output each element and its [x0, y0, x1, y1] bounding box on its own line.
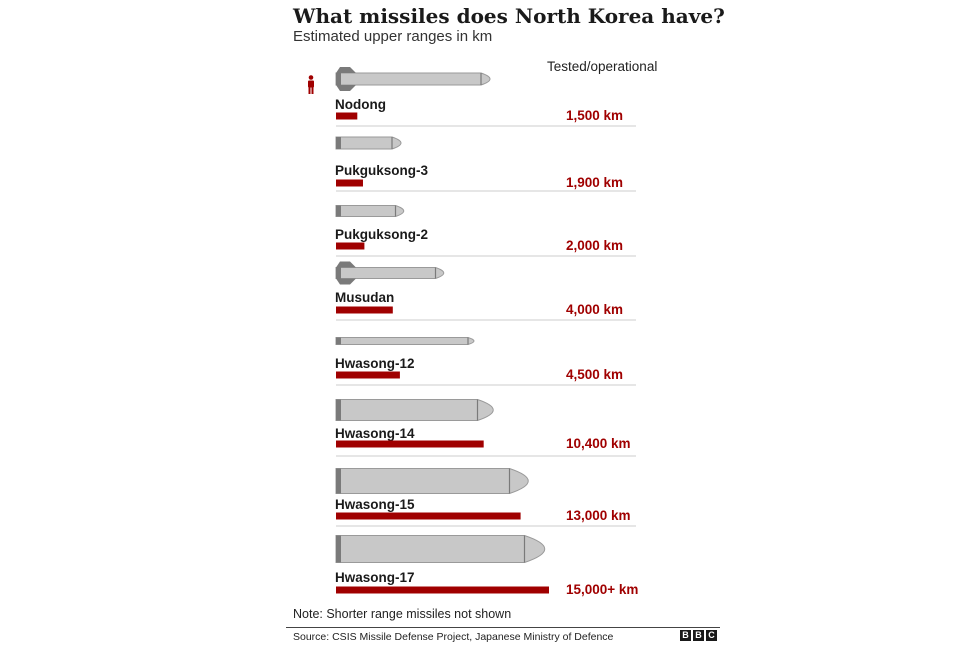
range-value-label: 4,500 km [566, 367, 623, 382]
range-bar [336, 371, 400, 379]
chart-note: Note: Shorter range missiles not shown [293, 607, 512, 621]
range-bar [336, 512, 521, 520]
bbc-logo: B B C [680, 630, 717, 641]
missile-fin [336, 261, 356, 268]
missile-body [335, 468, 529, 494]
missile-fin [336, 67, 356, 73]
missile-tail [336, 399, 341, 421]
missile-body [335, 535, 545, 563]
missile-name-label: Hwasong-15 [335, 497, 415, 512]
missile-tail [336, 468, 341, 494]
missile-tail [336, 535, 341, 563]
range-value-label: 4,000 km [566, 302, 623, 317]
range-bar [336, 112, 358, 120]
range-bar [336, 306, 393, 314]
range-value-label: 1,900 km [566, 175, 623, 190]
missile-fin [336, 278, 356, 285]
missile-tail [336, 205, 341, 217]
range-value-label: 2,000 km [566, 238, 623, 253]
missile-body [335, 72, 491, 86]
missile-body [335, 136, 402, 150]
range-value-label: 1,500 km [566, 108, 623, 123]
range-bar [336, 440, 484, 448]
missile-tail [336, 337, 341, 345]
column-header: Tested/operational [547, 59, 658, 74]
source-text: Source: CSIS Missile Defense Project, Ja… [293, 631, 614, 643]
range-value-label: 10,400 km [566, 436, 631, 451]
missile-name-label: Pukguksong-2 [335, 227, 428, 242]
footer-divider [286, 627, 720, 628]
range-bar [336, 586, 549, 594]
missile-tail [336, 267, 341, 279]
missile-name-label: Hwasong-14 [335, 426, 415, 441]
missile-body [335, 337, 475, 345]
chart-title: What missiles does North Korea have? [293, 4, 725, 28]
person-icon [308, 75, 314, 94]
range-value-label: 13,000 km [566, 508, 631, 523]
range-bar [336, 242, 365, 250]
missile-fin [336, 85, 356, 91]
missile-body [335, 205, 405, 217]
missile-body [335, 399, 494, 421]
logo-letter: B [693, 630, 704, 641]
missile-tail [336, 73, 341, 85]
missile-body [335, 267, 445, 279]
missile-name-label: Pukguksong-3 [335, 163, 429, 178]
logo-letter: B [680, 630, 691, 641]
missile-name-label: Hwasong-17 [335, 570, 415, 585]
missile-tail [336, 137, 341, 149]
missile-name-label: Nodong [335, 97, 386, 112]
range-bar [336, 179, 363, 187]
chart-subtitle: Estimated upper ranges in km [293, 28, 493, 45]
missile-name-label: Hwasong-12 [335, 356, 415, 371]
logo-letter: C [706, 630, 717, 641]
missile-name-label: Musudan [335, 290, 394, 305]
range-value-label: 15,000+ km [566, 582, 638, 597]
